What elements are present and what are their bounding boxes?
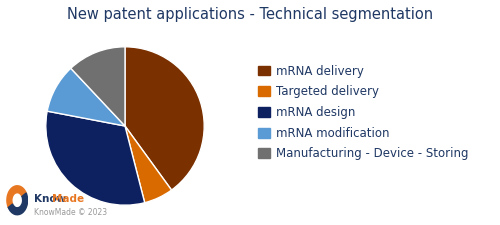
Text: Made: Made [52, 194, 84, 204]
Wedge shape [125, 47, 204, 190]
Wedge shape [46, 111, 144, 205]
Circle shape [6, 185, 28, 215]
Wedge shape [125, 126, 172, 203]
Text: Know: Know [34, 194, 66, 204]
Wedge shape [71, 47, 125, 126]
Text: KnowMade © 2023: KnowMade © 2023 [34, 208, 107, 217]
Legend: mRNA delivery, Targeted delivery, mRNA design, mRNA modification, Manufacturing : mRNA delivery, Targeted delivery, mRNA d… [256, 62, 471, 163]
Wedge shape [7, 186, 26, 207]
Wedge shape [8, 193, 28, 215]
Wedge shape [47, 68, 125, 126]
Text: New patent applications - Technical segmentation: New patent applications - Technical segm… [67, 7, 433, 22]
